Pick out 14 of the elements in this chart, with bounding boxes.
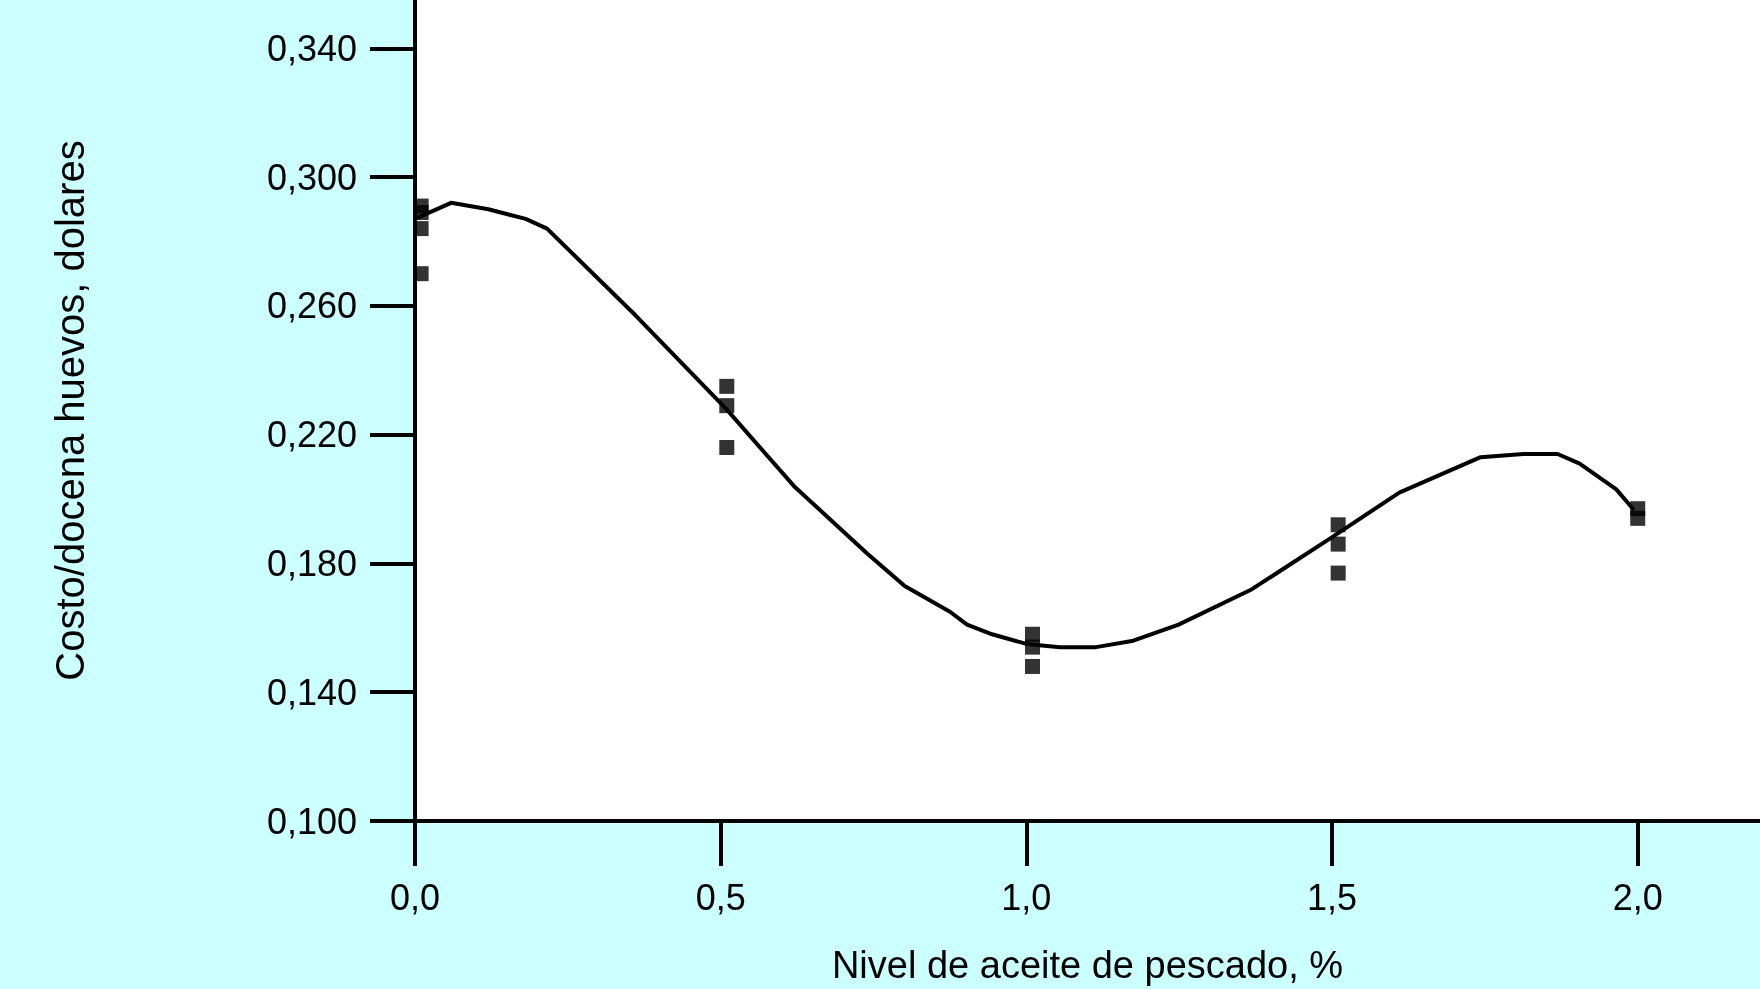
y-tick-label: 0,220 (266, 414, 357, 456)
x-tick-label: 0,5 (695, 876, 746, 918)
x-tick-label: 1,0 (1001, 876, 1052, 918)
x-tick-label: 2,0 (1612, 876, 1663, 918)
y-tick-label: 0,100 (266, 800, 357, 842)
y-tick-label: 0,140 (266, 671, 357, 713)
x-axis-title: Nivel de aceite de pescado, % (831, 944, 1344, 986)
y-tick-label: 0,260 (266, 285, 357, 327)
y-tick-label: 0,340 (266, 27, 357, 69)
y-tick-label: 0,180 (266, 542, 357, 584)
y-tick-label: 0,300 (266, 156, 357, 198)
x-tick-label: 0,0 (389, 876, 441, 918)
x-tick-label: 1,5 (1307, 876, 1358, 918)
y-axis-title: Costo/docena huevos, dolares (48, 140, 92, 681)
